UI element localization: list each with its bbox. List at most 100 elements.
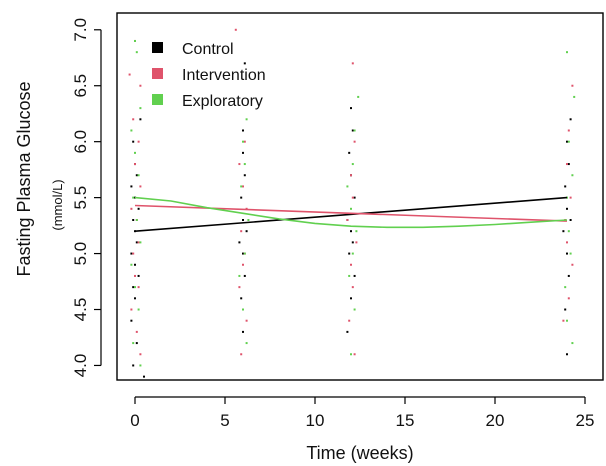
- data-point: [242, 263, 244, 266]
- data-point: [135, 51, 138, 54]
- data-point: [245, 342, 248, 345]
- data-point: [132, 140, 135, 143]
- data-point: [350, 207, 352, 210]
- data-point: [569, 118, 572, 121]
- y-tick-label: 4.0: [71, 354, 90, 378]
- data-point: [238, 163, 241, 166]
- data-point: [135, 218, 138, 221]
- data-point: [566, 241, 568, 244]
- data-point: [566, 207, 568, 210]
- data-point: [242, 140, 244, 143]
- data-point: [242, 218, 244, 221]
- data-point: [567, 274, 570, 277]
- data-point: [130, 263, 133, 266]
- data-point: [571, 84, 574, 87]
- legend-label: Intervention: [182, 67, 266, 84]
- data-point: [135, 241, 138, 244]
- data-point: [240, 185, 243, 188]
- data-point: [566, 252, 568, 255]
- trend-line: [134, 196, 568, 229]
- data-point: [137, 174, 140, 177]
- data-point: [353, 353, 356, 356]
- data-point: [139, 353, 142, 356]
- data-point: [573, 95, 576, 98]
- data-point: [240, 230, 243, 233]
- data-point: [243, 62, 246, 65]
- data-point: [130, 207, 133, 210]
- data-point: [132, 118, 135, 121]
- data-point: [351, 129, 354, 132]
- data-point: [243, 274, 246, 277]
- data-point: [128, 73, 131, 76]
- data-point: [240, 196, 243, 199]
- data-point: [350, 263, 352, 266]
- data-point: [350, 107, 352, 110]
- data-point: [247, 218, 250, 221]
- data-point: [562, 319, 565, 322]
- data-point: [243, 163, 246, 166]
- data-point: [139, 185, 142, 188]
- data-point: [134, 263, 136, 266]
- data-point: [143, 375, 145, 378]
- data-point: [139, 84, 142, 87]
- data-point: [130, 319, 133, 322]
- trend-line: [134, 196, 568, 232]
- data-point: [569, 196, 572, 199]
- data-point: [350, 230, 352, 233]
- legend-swatch: [152, 42, 163, 53]
- data-point: [348, 274, 351, 277]
- data-point: [132, 252, 135, 255]
- x-tick-label: 10: [306, 411, 325, 430]
- data-point: [139, 241, 142, 244]
- x-axis-title: Time (weeks): [306, 443, 413, 463]
- data-point: [130, 129, 133, 132]
- y-axis-unit: (mmol/L): [50, 179, 65, 230]
- data-point: [348, 151, 351, 154]
- data-point: [353, 274, 356, 277]
- x-tick-label: 5: [220, 411, 229, 430]
- data-point: [245, 319, 248, 322]
- data-point: [139, 118, 142, 121]
- data-point: [353, 308, 356, 311]
- data-point: [245, 118, 248, 121]
- data-point: [566, 140, 568, 143]
- data-point: [351, 196, 354, 199]
- data-point: [132, 286, 135, 289]
- data-point: [564, 185, 567, 188]
- data-point: [562, 230, 565, 233]
- data-point: [137, 241, 140, 244]
- y-tick-label: 6.0: [71, 130, 90, 154]
- trend-lines: [134, 196, 568, 232]
- data-point: [137, 286, 140, 289]
- data-point: [346, 185, 349, 188]
- legend-swatch: [152, 68, 163, 79]
- x-tick-label: 0: [130, 411, 139, 430]
- data-point: [571, 342, 574, 345]
- plot-frame: [116, 12, 604, 381]
- data-point: [234, 28, 237, 31]
- data-point: [139, 364, 142, 367]
- data-point: [357, 95, 360, 98]
- data-point: [132, 196, 135, 199]
- data-point: [238, 274, 241, 277]
- x-tick-label: 25: [576, 411, 595, 430]
- data-point: [243, 140, 246, 143]
- data-point: [242, 151, 244, 154]
- data-point: [567, 297, 570, 300]
- data-point: [134, 163, 136, 166]
- data-point: [355, 241, 358, 244]
- data-point: [350, 353, 352, 356]
- data-point: [348, 319, 351, 322]
- data-point: [130, 185, 133, 188]
- data-point: [569, 252, 572, 255]
- data-point: [135, 174, 138, 177]
- data-point: [566, 163, 568, 166]
- x-tick-label: 20: [486, 411, 505, 430]
- data-point: [567, 140, 570, 143]
- data-point: [137, 140, 140, 143]
- data-point: [135, 330, 138, 333]
- data-point: [137, 274, 140, 277]
- legend-label: Exploratory: [182, 93, 263, 110]
- data-point: [132, 218, 135, 221]
- y-tick-label: 4.5: [71, 298, 90, 322]
